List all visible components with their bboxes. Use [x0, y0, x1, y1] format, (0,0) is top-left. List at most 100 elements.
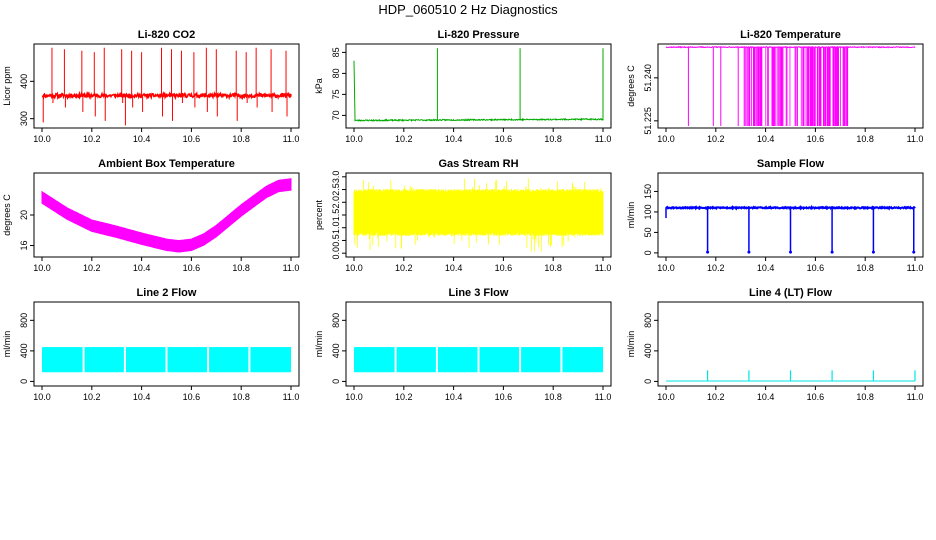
x-tick-label: 10.4 — [757, 392, 775, 402]
x-tick-label: 10.4 — [445, 392, 463, 402]
plot-frame — [345, 301, 612, 387]
x-tick-label: 11.0 — [907, 134, 924, 144]
y-axis-label: kPa — [314, 78, 324, 94]
plot-frame — [345, 172, 612, 258]
x-tick-label: 11.0 — [283, 134, 300, 144]
y-tick-label: 300 — [19, 111, 29, 126]
x-tick-label: 10.4 — [133, 134, 151, 144]
flow-band-segment — [396, 347, 436, 373]
y-tick-label: 75 — [331, 89, 341, 99]
plot-area — [42, 347, 291, 373]
flow-band-segment — [84, 347, 124, 373]
y-tick-label: 51.225 — [643, 107, 653, 135]
panel-title: Line 4 (LT) Flow — [749, 287, 832, 299]
x-tick-label: 10.0 — [657, 392, 675, 402]
y-tick-label: 0 — [331, 379, 341, 384]
flow-band-segment — [521, 347, 561, 373]
x-tick-label: 10.6 — [807, 263, 825, 273]
x-tick-label: 11.0 — [907, 392, 924, 402]
x-tick-label: 10.6 — [183, 263, 201, 273]
temperature-series-line — [665, 45, 916, 49]
plot-frame — [657, 301, 924, 387]
y-tick-label: 800 — [643, 313, 653, 328]
sample-flow-dip-point — [871, 250, 875, 254]
y-axis-label: Licor ppm — [2, 66, 12, 106]
flow-band-segment — [562, 347, 603, 373]
y-tick-label: 400 — [331, 343, 341, 358]
plot-area — [354, 347, 603, 373]
x-tick-label: 10.8 — [232, 263, 250, 273]
y-tick-label: 70 — [331, 110, 341, 120]
panel-title: Li-820 Pressure — [438, 29, 520, 41]
y-tick-label: 400 — [643, 343, 653, 358]
x-tick-label: 10.2 — [707, 392, 725, 402]
plot-frame — [657, 172, 924, 258]
x-tick-label: 10.8 — [544, 263, 562, 273]
x-tick-label: 10.0 — [33, 134, 51, 144]
plot-frame — [33, 301, 300, 387]
panel-title: Li-820 Temperature — [740, 29, 841, 41]
sample-flow-dip-point — [706, 250, 710, 254]
y-tick-label: 1.0 — [331, 221, 341, 234]
flow-band-segment — [167, 347, 208, 373]
panel: Li-820 Temperature degrees C 10.0 10.2 10.4 1… — [626, 29, 924, 144]
x-tick-label: 10.6 — [807, 392, 825, 402]
panel: Gas Stream RH percent 10.0 10.2 10.4 10.6 10.8… — [314, 158, 612, 273]
x-tick-label: 10.0 — [33, 263, 51, 273]
y-tick-label: 2.0 — [331, 196, 341, 209]
x-tick-label: 10.8 — [544, 134, 562, 144]
flow-band-segment — [437, 347, 478, 373]
y-tick-label: 51.240 — [643, 64, 653, 92]
x-tick-label: 11.0 — [907, 263, 924, 273]
flow-band-segment — [479, 347, 520, 373]
x-tick-label: 10.6 — [183, 134, 201, 144]
y-tick-label: 3.0 — [331, 171, 341, 184]
plot-area — [41, 47, 292, 126]
y-tick-label: 50 — [643, 227, 653, 237]
x-tick-label: 10.8 — [856, 134, 874, 144]
panel-title: Line 3 Flow — [449, 287, 509, 299]
y-tick-label: 0.5 — [331, 234, 341, 247]
x-tick-label: 10.8 — [232, 392, 250, 402]
y-tick-label: 1.5 — [331, 209, 341, 222]
flow-band-segment — [250, 347, 291, 373]
plot-area — [665, 204, 916, 254]
x-tick-label: 10.4 — [445, 134, 463, 144]
co2-series-line — [41, 90, 292, 101]
plot-frame — [657, 43, 924, 129]
x-tick-label: 11.0 — [283, 263, 300, 273]
y-axis-label: ml/min — [626, 331, 636, 358]
y-tick-label: 0 — [19, 379, 29, 384]
y-tick-label: 400 — [19, 74, 29, 89]
x-tick-label: 10.4 — [757, 263, 775, 273]
x-tick-label: 10.2 — [707, 134, 725, 144]
x-tick-label: 11.0 — [595, 134, 612, 144]
x-tick-label: 10.0 — [657, 263, 675, 273]
panel-title: Li-820 CO2 — [138, 29, 195, 41]
plot-area — [353, 178, 604, 252]
figure-title: HDP_060510 2 Hz Diagnostics — [378, 2, 558, 17]
x-tick-label: 10.4 — [133, 263, 151, 273]
plot-area — [41, 178, 292, 253]
y-axis-label: percent — [314, 199, 324, 230]
plot-frame — [33, 43, 300, 129]
x-tick-label: 10.6 — [807, 134, 825, 144]
pressure-series-line — [353, 60, 604, 123]
y-tick-label: 0 — [643, 250, 653, 255]
panel-title: Sample Flow — [757, 158, 825, 170]
x-tick-label: 10.4 — [757, 134, 775, 144]
plot-area — [353, 48, 604, 123]
y-tick-label: 2.5 — [331, 183, 341, 196]
sample-flow-dip-point — [747, 250, 751, 254]
panel-title: Ambient Box Temperature — [98, 158, 235, 170]
y-tick-label: 85 — [331, 47, 341, 57]
y-tick-label: 400 — [19, 343, 29, 358]
y-tick-label: 16 — [19, 241, 29, 251]
x-tick-label: 10.8 — [544, 392, 562, 402]
y-tick-label: 20 — [19, 210, 29, 220]
sample-flow-dip-point — [830, 250, 834, 254]
panel-title: Line 2 Flow — [137, 287, 197, 299]
x-tick-label: 10.0 — [657, 134, 675, 144]
panel: Line 4 (LT) Flow ml/min 10.0 10.2 10.4 10.6 10… — [626, 287, 924, 402]
x-tick-label: 11.0 — [283, 392, 300, 402]
